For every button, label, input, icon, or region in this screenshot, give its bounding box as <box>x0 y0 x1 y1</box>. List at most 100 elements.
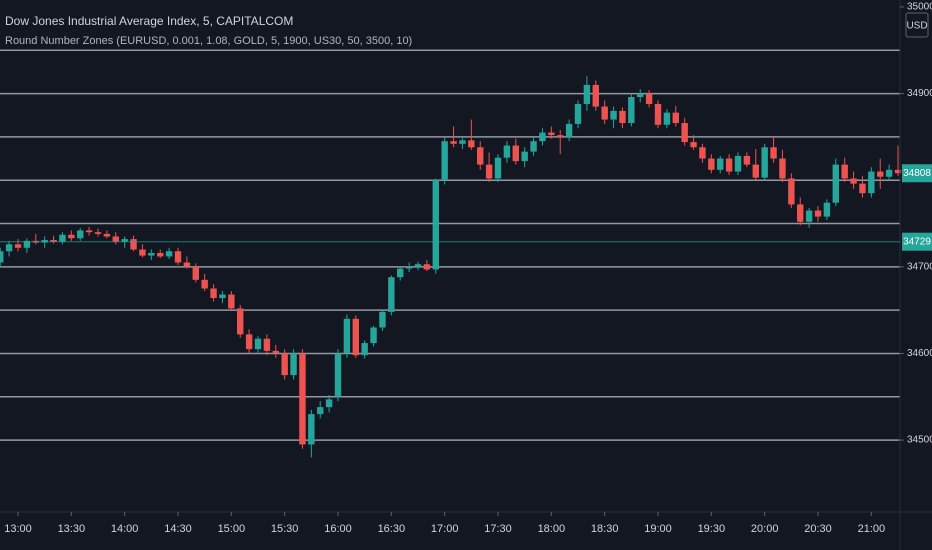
candle-body <box>717 158 724 170</box>
x-tick-label: 14:00 <box>111 523 139 535</box>
candle-body <box>343 318 351 354</box>
candles <box>0 76 902 458</box>
candle-body <box>397 268 404 278</box>
candle-body <box>370 327 377 344</box>
price-label-box <box>902 164 932 183</box>
candle-body <box>23 240 31 248</box>
candle-body <box>761 147 768 178</box>
candle-body <box>699 147 706 159</box>
x-tick-label: 16:00 <box>324 523 352 535</box>
candle-body <box>423 264 431 270</box>
x-tick-label: 17:00 <box>431 523 459 535</box>
candle-body <box>77 230 84 239</box>
candle-body <box>850 178 857 184</box>
candle-body <box>201 279 208 289</box>
candle-body <box>805 210 813 222</box>
candle-body <box>281 353 288 376</box>
candle-body <box>237 308 244 335</box>
candle-body <box>405 266 413 269</box>
candle-body <box>672 112 679 124</box>
candle-body <box>681 123 688 143</box>
candle-body <box>254 338 262 350</box>
candle-body <box>174 251 182 263</box>
candle-body <box>494 157 502 179</box>
x-tick-label: 19:30 <box>698 523 726 535</box>
chart-title: Dow Jones Industrial Average Index, 5, C… <box>5 14 293 28</box>
candle-body <box>663 112 671 125</box>
candle-body <box>690 142 697 148</box>
candle-body <box>112 236 119 242</box>
x-tick-label: 13:30 <box>58 523 86 535</box>
candle-body <box>628 97 635 124</box>
currency: USD <box>906 21 927 32</box>
candle-body <box>814 210 822 217</box>
candle-body <box>477 147 484 165</box>
candle-body <box>868 171 875 194</box>
candle-body <box>299 353 306 445</box>
candle-body <box>601 106 608 120</box>
candle-body <box>388 277 395 312</box>
candle-body <box>130 239 137 250</box>
candle-body <box>308 414 315 445</box>
candle-body <box>0 251 4 263</box>
candle-body <box>619 110 626 124</box>
candle-body <box>583 84 591 104</box>
candle-body <box>272 350 279 354</box>
candle-body <box>859 183 866 194</box>
candle-body <box>290 353 297 376</box>
candle-body <box>59 234 66 242</box>
candle-body <box>708 158 715 170</box>
candle-body <box>637 93 644 98</box>
candle-body <box>530 141 537 152</box>
candle-body <box>192 266 199 280</box>
x-tick-label: 20:30 <box>804 523 832 535</box>
indicator-label: Round Number Zones (EURUSD, 0.001, 1.08,… <box>5 35 412 47</box>
y-tick-label: 34600 <box>907 348 932 359</box>
x-tick-label: 15:30 <box>271 523 299 535</box>
candle-body <box>645 93 653 104</box>
candle-body <box>521 151 528 162</box>
candle-body <box>512 145 519 162</box>
x-tick-label: 16:30 <box>378 523 406 535</box>
candle-body <box>725 158 733 172</box>
candle-body <box>379 311 386 328</box>
candle-body <box>183 262 191 267</box>
candle-body <box>228 294 235 309</box>
x-tick-label: 18:00 <box>538 523 566 535</box>
currency-box[interactable] <box>905 12 929 38</box>
candle-body <box>468 140 475 148</box>
candle-body <box>352 318 359 356</box>
x-tick-label: 15:00 <box>218 523 246 535</box>
candle-body <box>574 103 582 124</box>
y-tick-label: 34700 <box>907 261 932 272</box>
candle-body <box>557 135 564 137</box>
candle-body <box>503 145 511 158</box>
candle-body <box>610 110 617 120</box>
candle-body <box>361 343 368 356</box>
candle-body <box>157 252 164 257</box>
candle-body <box>770 147 777 159</box>
candle-body <box>263 338 271 351</box>
candle-body <box>165 251 173 257</box>
candle-body <box>85 230 93 233</box>
candle-body <box>334 353 342 397</box>
candle-body <box>841 164 848 179</box>
candle-body <box>823 202 831 217</box>
candle-body <box>734 155 742 172</box>
candle-body <box>459 140 466 144</box>
candle-body <box>548 132 555 136</box>
x-tick-label: 14:30 <box>164 523 192 535</box>
x-tick-label: 17:30 <box>484 523 512 535</box>
candle-body <box>103 233 111 237</box>
candle-body <box>14 244 22 248</box>
candle-body <box>219 294 226 299</box>
x-tick-label: 13:00 <box>4 523 32 535</box>
x-tick-label: 20:00 <box>751 523 779 535</box>
x-tick-label: 21:00 <box>858 523 886 535</box>
candle-body <box>539 132 546 142</box>
candle-body <box>5 244 13 252</box>
candle-body <box>565 123 573 137</box>
zones <box>0 49 900 441</box>
